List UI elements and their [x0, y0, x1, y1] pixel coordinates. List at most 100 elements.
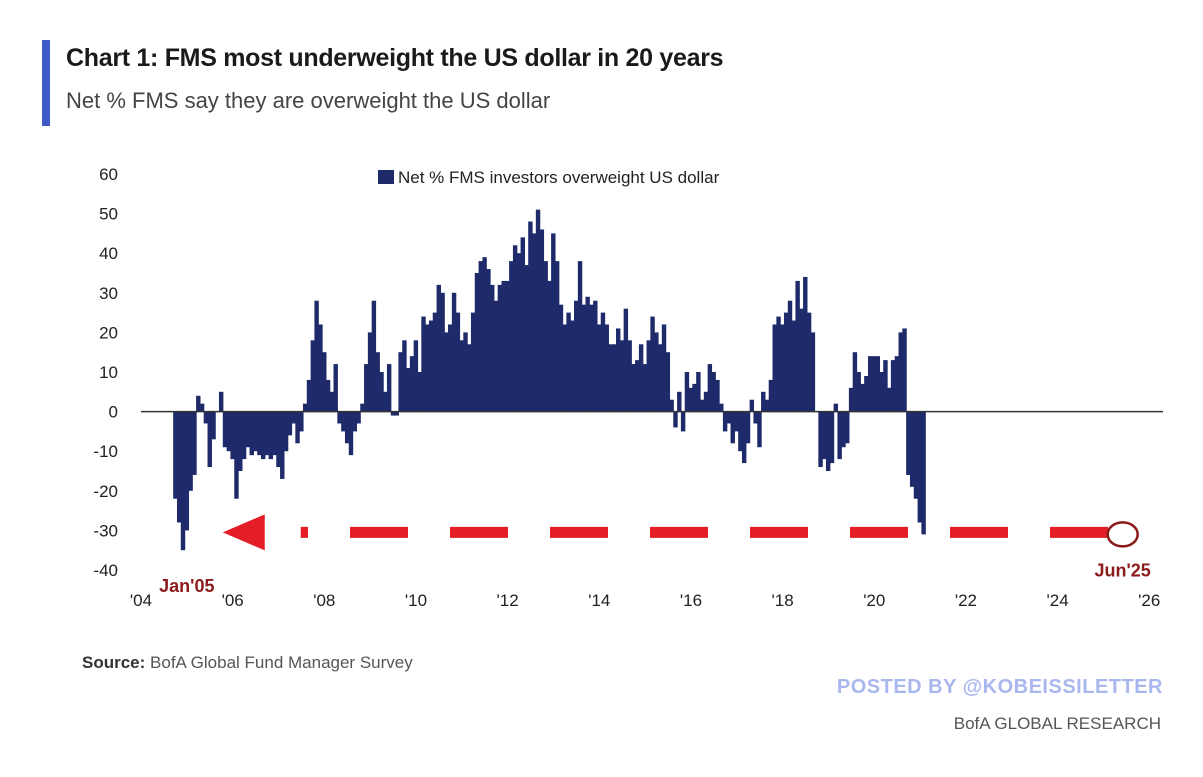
bar	[780, 324, 785, 412]
bar	[776, 316, 781, 412]
bar	[364, 364, 369, 412]
bar	[883, 360, 888, 412]
bar	[276, 411, 281, 468]
bar	[841, 411, 846, 448]
bar	[230, 411, 235, 460]
bar	[421, 316, 426, 412]
bar	[551, 233, 556, 412]
bar	[264, 411, 270, 456]
bar	[539, 229, 545, 412]
y-tick-label: 20	[99, 323, 118, 342]
bar	[287, 411, 293, 436]
bar	[532, 233, 537, 412]
bar	[440, 292, 445, 412]
y-tick-label: -40	[93, 561, 118, 580]
bar	[795, 280, 800, 412]
bar	[703, 391, 709, 412]
bar	[417, 372, 422, 412]
bar	[322, 352, 327, 412]
x-tick-label: '18	[772, 591, 794, 610]
bar	[741, 411, 747, 464]
bar	[764, 399, 770, 412]
bar	[570, 320, 575, 412]
bar	[734, 411, 739, 432]
bar	[367, 332, 373, 412]
bar	[329, 391, 335, 412]
y-axis: 60 50 40 30 20 10 0 -10 -20 -30 -40	[93, 165, 118, 580]
bar	[554, 261, 560, 412]
bar	[272, 411, 277, 456]
bar	[302, 403, 308, 412]
bar	[558, 304, 564, 412]
legend-swatch	[378, 170, 394, 184]
x-tick-label: '22	[955, 591, 977, 610]
bar	[566, 312, 571, 412]
bar	[238, 411, 243, 471]
bar	[535, 209, 541, 412]
bar	[680, 411, 686, 432]
bar	[318, 324, 323, 412]
bar	[707, 364, 713, 412]
bar	[509, 261, 514, 412]
x-tick-label: '10	[405, 591, 427, 610]
bar	[745, 411, 751, 444]
bar	[306, 379, 312, 412]
bar	[383, 391, 388, 412]
x-tick-label: '16	[680, 591, 702, 610]
bar	[803, 276, 808, 412]
bar	[375, 352, 380, 412]
bar	[715, 379, 720, 412]
bar	[684, 372, 690, 412]
bar	[753, 411, 758, 424]
bar	[493, 300, 499, 412]
bar	[837, 411, 842, 460]
bar	[245, 411, 251, 448]
x-tick-label: '08	[313, 591, 335, 610]
bar	[806, 312, 812, 412]
bar	[512, 245, 518, 412]
bar	[608, 344, 613, 412]
bar	[894, 356, 900, 412]
bar	[196, 395, 201, 412]
bar	[719, 403, 724, 412]
arrow-head	[222, 514, 265, 551]
chart-subtitle: Net % FMS say they are overweight the US…	[66, 88, 551, 113]
bar	[783, 312, 789, 412]
bar	[822, 411, 827, 460]
source-label: Source:	[82, 653, 146, 672]
bar	[516, 253, 522, 412]
legend: Net % FMS investors overweight US dollar	[378, 168, 720, 187]
bar	[856, 372, 861, 412]
bar	[249, 411, 254, 456]
bar	[325, 379, 331, 412]
bar	[913, 411, 919, 499]
bar	[768, 379, 774, 412]
bar	[409, 356, 415, 412]
y-tick-label: 30	[99, 284, 118, 303]
bar	[825, 411, 831, 471]
bar	[646, 340, 651, 412]
x-axis: '04 '06 '08 '10 '12 '14 '16 '18 '20 '22 '24 '26	[130, 591, 1160, 610]
bar	[860, 383, 865, 412]
bar	[890, 360, 896, 412]
bar	[218, 391, 224, 412]
bar	[482, 257, 487, 412]
data-label: Jun'25	[1095, 560, 1151, 580]
bar	[436, 284, 441, 412]
bar	[497, 284, 503, 412]
bar	[658, 344, 663, 412]
posted-by-watermark: POSTED BY @KOBEISSILETTER	[836, 676, 1163, 698]
bar	[875, 356, 881, 412]
bar	[234, 411, 239, 499]
bar	[291, 411, 296, 424]
x-tick-label: '06	[222, 591, 244, 610]
bar	[283, 411, 289, 452]
y-tick-label: 10	[99, 363, 118, 382]
bar	[470, 312, 476, 412]
bar	[791, 320, 797, 412]
source-text: BofA Global Fund Manager Survey	[145, 653, 413, 672]
bar	[406, 368, 411, 412]
bar	[333, 364, 338, 412]
bar	[520, 237, 525, 412]
bar	[635, 360, 640, 412]
